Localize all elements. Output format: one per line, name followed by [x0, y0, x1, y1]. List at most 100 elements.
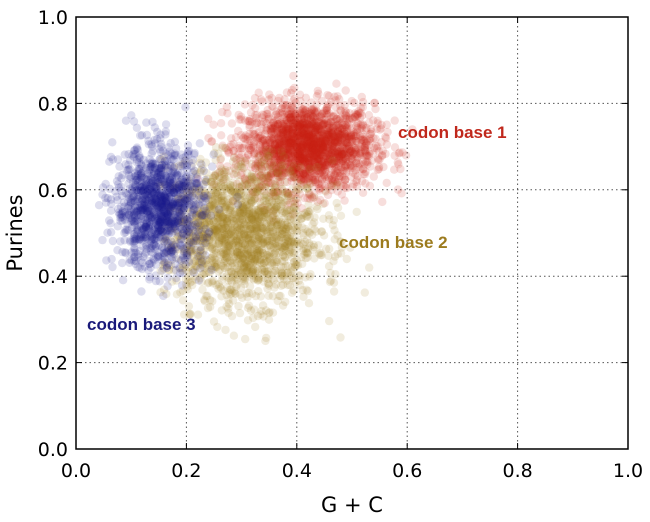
data-point: [234, 127, 242, 135]
data-point: [230, 332, 238, 340]
data-point: [234, 200, 242, 208]
data-point: [228, 273, 236, 281]
data-point: [287, 166, 295, 174]
data-point: [154, 178, 162, 186]
data-point: [217, 131, 225, 139]
data-point: [221, 326, 229, 334]
data-point: [358, 93, 366, 101]
data-point: [365, 263, 373, 271]
data-point: [304, 208, 312, 216]
data-point: [259, 227, 267, 235]
data-point: [296, 281, 304, 289]
data-point: [193, 179, 201, 187]
data-point: [314, 87, 322, 95]
data-point: [245, 215, 253, 223]
data-point: [137, 287, 145, 295]
data-point: [313, 163, 321, 171]
data-point: [330, 216, 338, 224]
data-point: [234, 302, 242, 310]
data-point: [289, 103, 297, 111]
data-point: [306, 270, 314, 278]
data-point: [256, 132, 264, 140]
data-point: [310, 225, 318, 233]
data-point: [310, 193, 318, 201]
data-point: [138, 131, 146, 139]
data-point: [338, 190, 346, 198]
data-point: [256, 207, 264, 215]
data-point: [278, 233, 286, 241]
data-point: [261, 183, 269, 191]
data-point: [336, 333, 344, 341]
data-point: [326, 278, 334, 286]
data-point: [246, 230, 254, 238]
data-point: [217, 292, 225, 300]
data-point: [118, 259, 126, 267]
data-point: [217, 154, 225, 162]
data-point: [130, 249, 138, 257]
data-point: [217, 119, 225, 127]
data-point: [266, 241, 274, 249]
data-point: [204, 279, 212, 287]
data-point: [119, 276, 127, 284]
data-point: [383, 179, 391, 187]
data-point: [207, 266, 215, 274]
x-tick-label: 0.6: [392, 460, 422, 482]
data-point: [173, 184, 181, 192]
data-point: [118, 248, 126, 256]
data-point: [331, 252, 339, 260]
data-point: [310, 213, 318, 221]
data-point: [269, 103, 277, 111]
data-point: [223, 254, 231, 262]
data-point: [276, 243, 284, 251]
data-point: [223, 109, 231, 117]
data-point: [333, 199, 341, 207]
data-point: [185, 147, 193, 155]
data-point: [117, 187, 125, 195]
data-point: [189, 206, 197, 214]
data-point: [201, 176, 209, 184]
data-point: [359, 189, 367, 197]
data-point: [188, 277, 196, 285]
data-point: [261, 337, 269, 345]
data-point: [237, 160, 245, 168]
data-point: [325, 317, 333, 325]
data-point: [118, 211, 126, 219]
data-point: [212, 249, 220, 257]
data-point: [333, 181, 341, 189]
data-point: [215, 205, 223, 213]
data-point: [164, 182, 172, 190]
data-point: [269, 228, 277, 236]
data-point: [208, 162, 216, 170]
data-point: [172, 274, 180, 282]
data-point: [164, 244, 172, 252]
data-point: [295, 131, 303, 139]
data-point: [227, 134, 235, 142]
data-point: [235, 226, 243, 234]
data-point: [310, 254, 318, 262]
data-point: [159, 292, 167, 300]
data-point: [374, 166, 382, 174]
data-point: [306, 165, 314, 173]
data-point: [163, 263, 171, 271]
data-point: [373, 142, 381, 150]
data-point: [250, 141, 258, 149]
data-point: [302, 106, 310, 114]
data-point: [189, 239, 197, 247]
data-point: [204, 134, 212, 142]
data-point: [332, 80, 340, 88]
data-point: [176, 158, 184, 166]
data-point: [293, 221, 301, 229]
data-point: [282, 262, 290, 270]
data-point: [148, 118, 156, 126]
data-point: [245, 289, 253, 297]
data-point: [315, 122, 323, 130]
data-point: [326, 269, 334, 277]
data-point: [287, 89, 295, 97]
data-point: [394, 160, 402, 168]
data-point: [108, 263, 116, 271]
x-tick-label: 0.2: [171, 460, 201, 482]
data-point: [158, 212, 166, 220]
data-point: [185, 302, 193, 310]
data-point: [299, 293, 307, 301]
data-point: [251, 104, 259, 112]
